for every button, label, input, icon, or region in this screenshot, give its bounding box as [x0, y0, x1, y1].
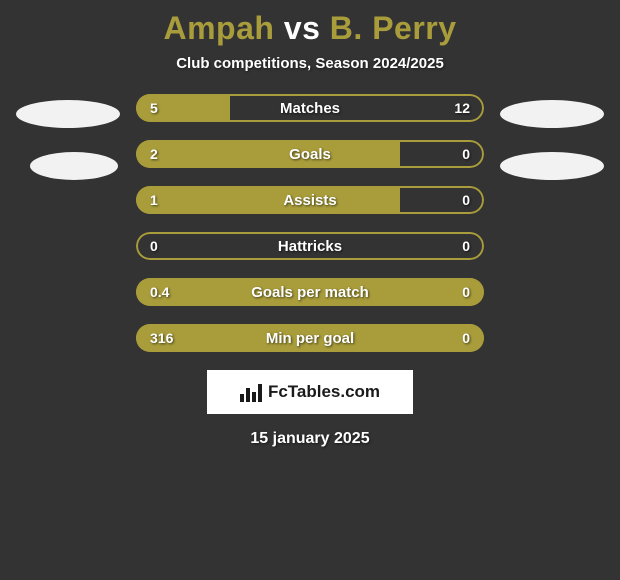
bar-chart-icon [240, 382, 262, 402]
comparison-content: 512Matches20Goals10Assists00Hattricks0.4… [0, 94, 620, 352]
fctables-logo: FcTables.com [207, 370, 413, 414]
club-logo-placeholder [16, 100, 120, 128]
stat-value-right: 0 [462, 140, 470, 168]
stat-bar-row: 20Goals [136, 140, 484, 168]
player2-name: B. Perry [330, 10, 457, 46]
stat-bar-row: 3160Min per goal [136, 324, 484, 352]
player1-name: Ampah [163, 10, 274, 46]
stat-value-right: 0 [462, 232, 470, 260]
stat-value-left: 0 [150, 232, 158, 260]
snapshot-date: 15 january 2025 [0, 430, 620, 448]
club-logo-placeholder [500, 152, 604, 180]
club-logo-placeholder [30, 152, 118, 180]
stat-label: Hattricks [136, 232, 484, 260]
stat-bar-fill [136, 140, 400, 168]
player1-club-logos [10, 94, 120, 180]
stat-bar-row: 10Assists [136, 186, 484, 214]
stat-bar-row: 0 0Hattricks [136, 232, 484, 260]
stat-bar-fill [136, 278, 484, 306]
subtitle: Club competitions, Season 2024/2025 [0, 55, 620, 72]
stat-value-right: 0 [462, 186, 470, 214]
stat-bar-fill [136, 186, 400, 214]
stat-bar-outline [136, 232, 484, 260]
fctables-text: FcTables.com [268, 382, 380, 402]
stat-bar-fill [136, 324, 484, 352]
stat-bar-fill [136, 94, 230, 122]
stat-bar-row: 0.40Goals per match [136, 278, 484, 306]
player2-club-logos [500, 94, 610, 180]
comparison-title: Ampah vs B. Perry [0, 0, 620, 55]
stat-bars: 512Matches20Goals10Assists00Hattricks0.4… [136, 94, 484, 352]
vs-separator: vs [284, 10, 321, 46]
club-logo-placeholder [500, 100, 604, 128]
stat-bar-row: 512Matches [136, 94, 484, 122]
stat-value-right: 12 [454, 94, 470, 122]
